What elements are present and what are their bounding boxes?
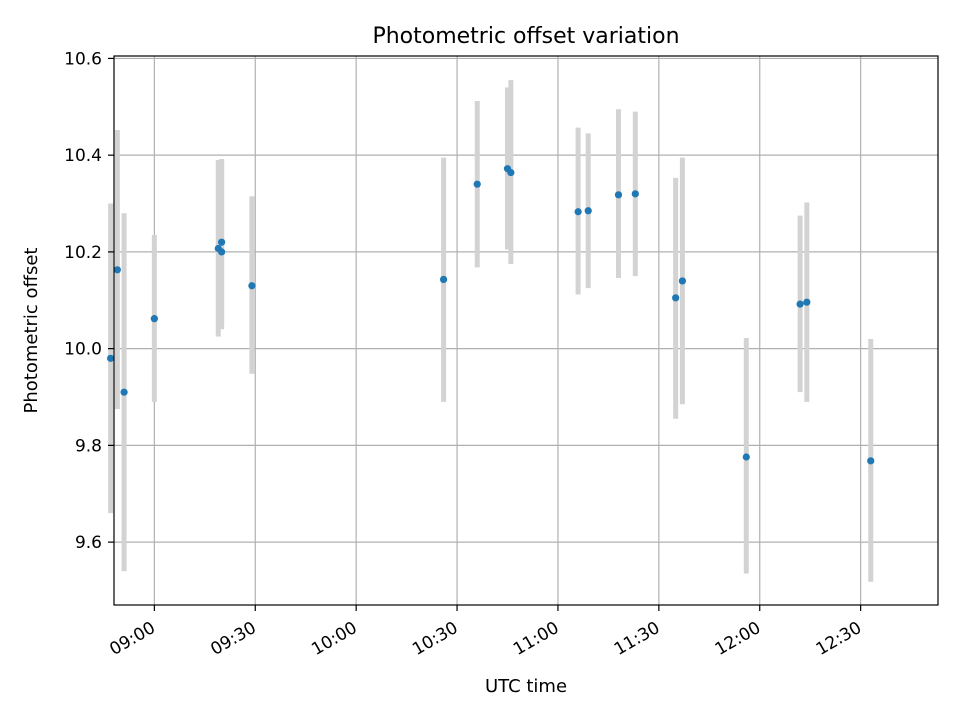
y-axis-label: Photometric offset <box>21 248 42 414</box>
data-point <box>574 208 582 216</box>
data-point <box>113 266 121 274</box>
y-tick-label: 10.4 <box>64 146 102 166</box>
y-tick-label: 10.2 <box>64 243 102 263</box>
data-point <box>218 248 226 256</box>
x-gridlines <box>153 56 862 605</box>
y-axis-ticks: 9.6 9.8 10.0 10.2 10.4 10.6 <box>64 49 114 553</box>
data-point <box>218 238 226 246</box>
data-point <box>614 191 623 199</box>
data-point <box>107 354 115 362</box>
y-tick-label: 9.6 <box>75 533 102 553</box>
plot-frame <box>113 55 939 606</box>
y-tick-label: 9.8 <box>75 436 102 456</box>
data-point <box>507 168 515 177</box>
data-point <box>120 388 128 396</box>
data-point <box>678 277 686 285</box>
data-point <box>473 180 481 188</box>
data-point <box>248 282 256 290</box>
data-point <box>867 457 875 465</box>
points-layer <box>107 165 875 465</box>
y-tick-label: 10.0 <box>64 340 102 360</box>
data-point <box>803 298 811 306</box>
chart-title: Photometric offset variation <box>372 24 679 49</box>
data-point <box>584 207 592 215</box>
x-axis-label: UTC time <box>485 676 567 697</box>
data-point <box>440 275 448 284</box>
data-point <box>150 315 158 323</box>
data-point <box>672 294 680 302</box>
data-point <box>742 453 750 461</box>
data-point <box>631 190 639 198</box>
y-tick-label: 10.6 <box>64 49 102 69</box>
data-point <box>796 300 804 308</box>
